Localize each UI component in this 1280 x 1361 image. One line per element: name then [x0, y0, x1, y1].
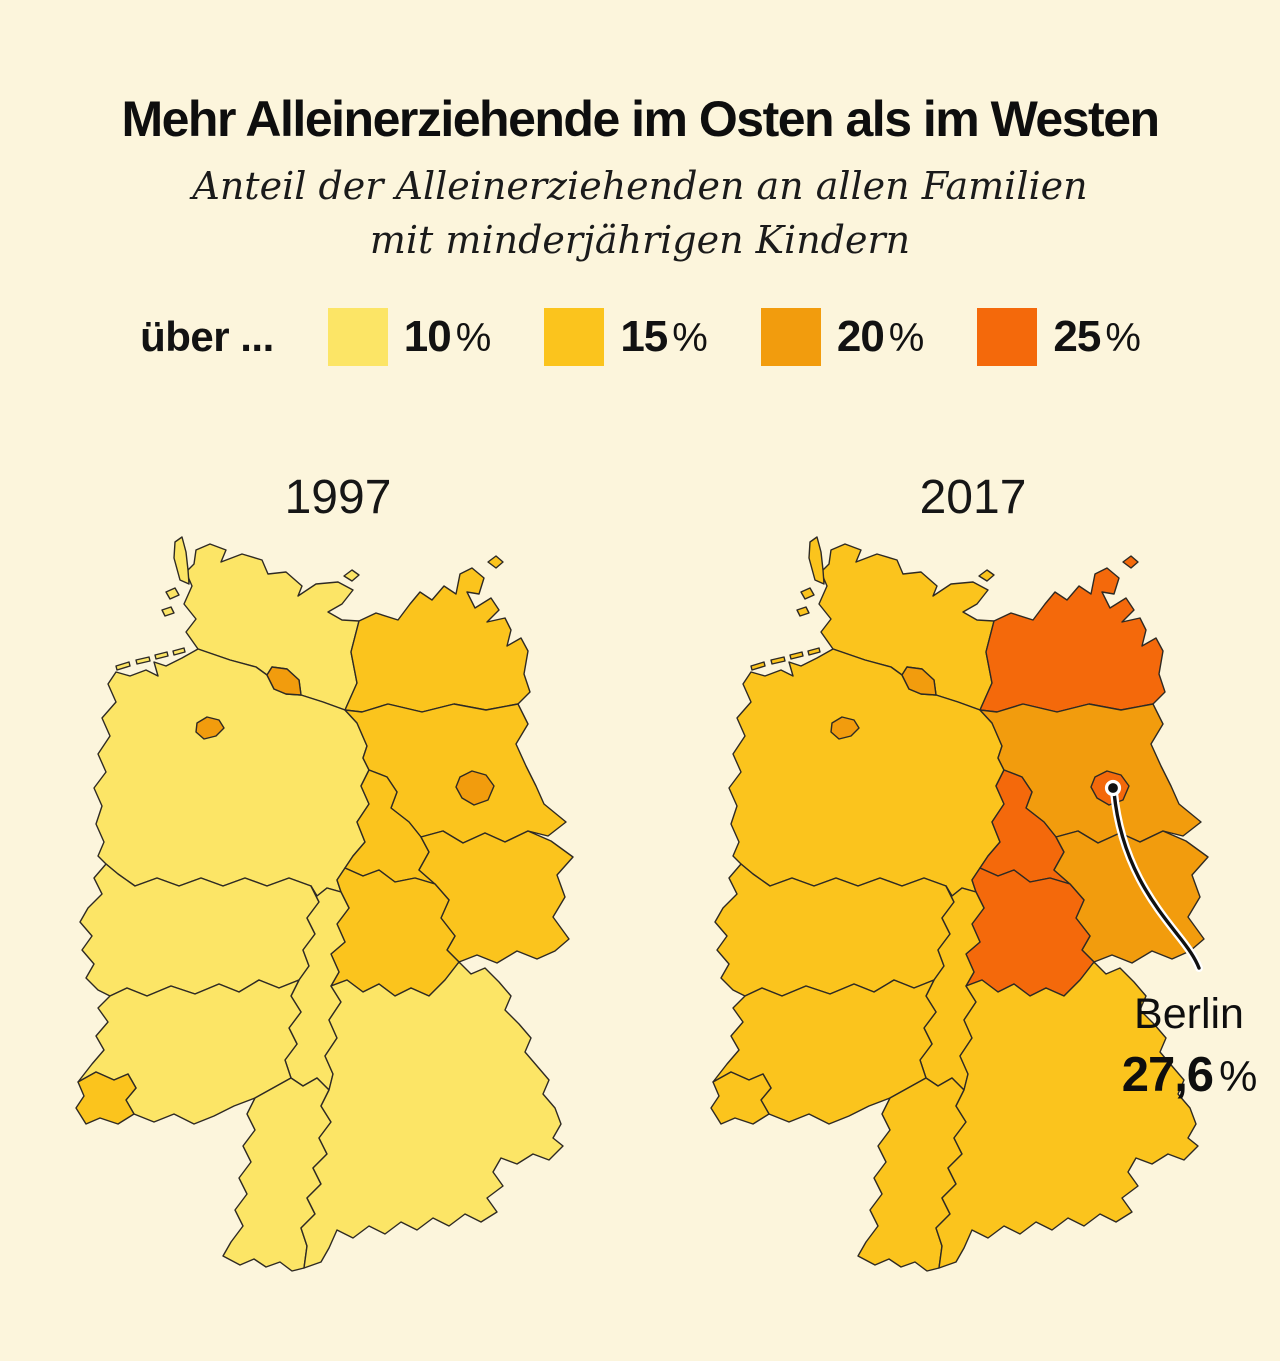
legend-label-15: 15%	[620, 312, 708, 361]
island-SH-1	[165, 587, 180, 600]
state-RP	[712, 979, 937, 1125]
legend-item-over-15: 15%	[544, 308, 708, 366]
island-NI-4	[750, 661, 766, 671]
legend-item-over-20: 20%	[760, 308, 925, 366]
annotation-city-label: Berlin	[1134, 990, 1244, 1038]
legend-swatch-20	[760, 308, 821, 366]
island-SH-1	[800, 587, 815, 600]
island-NI-6	[154, 651, 169, 660]
state-BE	[455, 770, 495, 806]
subtitle: Anteil der Alleinerziehenden an allen Fa…	[0, 160, 1280, 268]
legend-label-20: 20%	[836, 312, 925, 361]
berlin-marker-dot	[1104, 779, 1122, 797]
island-SH-0	[173, 536, 190, 585]
map-panel-2017: 2017	[693, 470, 1253, 1284]
legend-swatch-10	[327, 308, 388, 366]
state-MV	[979, 567, 1166, 713]
state-HH	[901, 666, 937, 696]
island-NI-5	[770, 656, 786, 665]
germany-map-1997	[75, 536, 574, 1272]
legend-swatch-25	[977, 308, 1038, 366]
state-MV	[344, 567, 531, 713]
annotation-unit: %	[1219, 1053, 1257, 1102]
island-NI-4	[115, 661, 131, 671]
subtitle-line-1: Anteil der Alleinerziehenden an allen Fa…	[192, 164, 1088, 208]
legend: über ... 10% 15% 20% 25%	[0, 308, 1280, 366]
berlin-leader-line	[1112, 790, 1201, 970]
island-SH-0	[808, 536, 825, 585]
legend-swatch-15	[544, 308, 605, 366]
state-HB	[195, 716, 225, 740]
state-HB	[830, 716, 860, 740]
state-BY	[300, 961, 564, 1269]
state-NW	[79, 863, 320, 997]
island-SH-3	[978, 569, 995, 582]
map-panel-1997: 1997	[58, 470, 618, 1284]
state-RP	[77, 979, 302, 1125]
annotation-value: 27,6%	[1121, 1048, 1258, 1103]
state-BY	[935, 961, 1199, 1269]
legend-item-over-10: 10%	[327, 308, 492, 366]
island-MV-8	[1122, 555, 1139, 569]
state-NW	[714, 863, 955, 997]
subtitle-line-2: mit minderjährigen Kindern	[369, 217, 911, 262]
state-SL	[75, 1071, 137, 1125]
state-SL	[710, 1071, 772, 1125]
year-label-1997: 1997	[284, 471, 392, 524]
legend-item-over-25: 25%	[977, 308, 1141, 366]
page-title: Mehr Alleinerziehende im Osten als im We…	[121, 91, 1160, 147]
state-HH	[266, 666, 302, 696]
berlin-annotation: Berlin 27,6%	[1082, 990, 1280, 1104]
island-NI-7	[172, 647, 186, 656]
legend-label-25: 25%	[1053, 312, 1141, 361]
year-label-2017: 2017	[919, 471, 1027, 524]
choropleth-map-2017	[693, 534, 1253, 1284]
island-SH-3	[343, 569, 360, 582]
legend-label-10: 10%	[403, 312, 492, 361]
island-NI-7	[807, 647, 821, 656]
legend-prefix: über ...	[140, 313, 274, 360]
germany-map-2017	[710, 536, 1209, 1272]
island-NI-6	[789, 651, 804, 660]
island-SH-2	[796, 606, 810, 617]
island-MV-8	[487, 555, 504, 569]
island-SH-2	[161, 606, 175, 617]
choropleth-map-1997	[58, 534, 618, 1284]
island-NI-5	[135, 656, 151, 665]
